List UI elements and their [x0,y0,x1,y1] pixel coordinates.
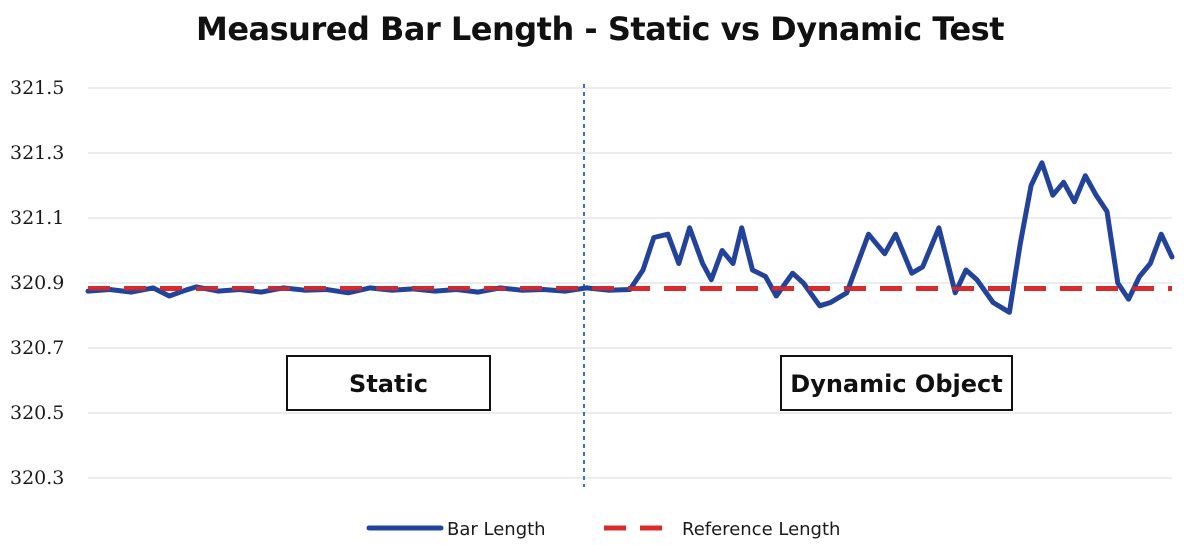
y-tick-label-2: 320.7 [10,337,64,359]
y-tick-label-0: 320.3 [10,467,64,489]
region-label-0: Static [349,370,428,398]
y-tick-label-1: 320.5 [10,402,64,424]
chart-title: Measured Bar Length - Static vs Dynamic … [195,10,1005,48]
region-labels: Static Dynamic Object [286,355,1013,411]
region-label-1: Dynamic Object [790,370,1002,398]
y-tick-label-5: 321.3 [10,142,64,164]
y-tick-label-4: 321.1 [10,207,64,229]
series-lines [85,160,1175,315]
legend: Bar Length Reference Length [366,519,840,540]
region-box-1 [780,355,1013,411]
legend-label-0: Bar Length [447,519,546,540]
y-tick-label-3: 320.9 [10,272,64,294]
y-axis: 320.3 320.5 320.7 320.9 321.1 321.3 321.5 [10,77,64,489]
grid [88,87,1172,479]
legend-label-1: Reference Length [682,519,840,540]
y-tick-label-6: 321.5 [10,77,64,99]
region-box-0 [286,355,491,411]
